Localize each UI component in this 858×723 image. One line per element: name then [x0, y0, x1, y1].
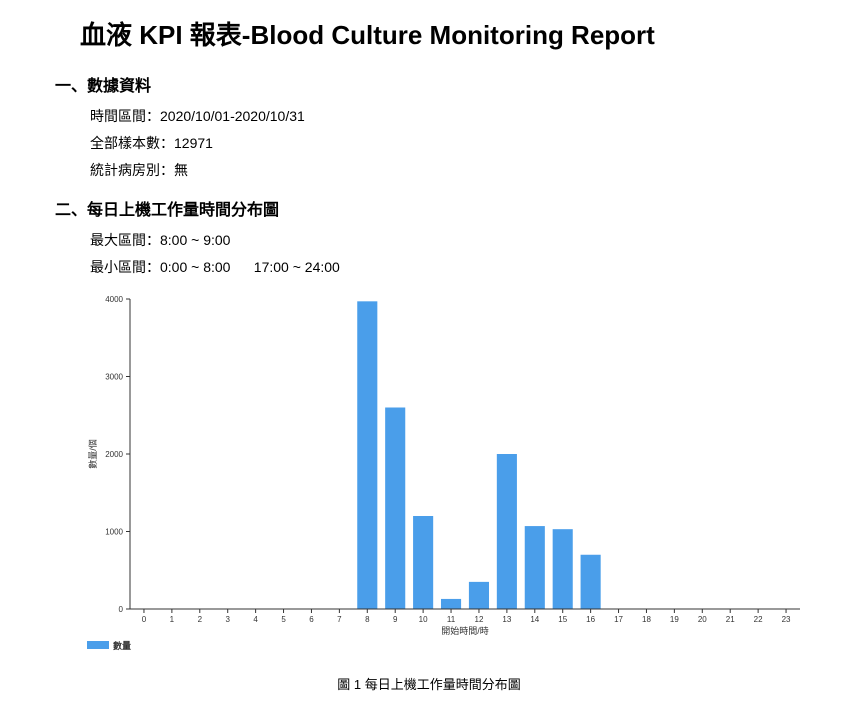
min-interval-value2: 17:00 ~ 24:00 [254, 259, 340, 275]
svg-text:12: 12 [475, 615, 484, 624]
svg-text:3: 3 [225, 615, 230, 624]
svg-text:7: 7 [337, 615, 342, 624]
svg-text:19: 19 [670, 615, 679, 624]
svg-text:22: 22 [754, 615, 763, 624]
svg-text:開始時間/時: 開始時間/時 [441, 625, 489, 636]
svg-text:18: 18 [642, 615, 651, 624]
chart-caption: 圖 1 每日上機工作量時間分布圖 [30, 674, 828, 693]
svg-text:0: 0 [119, 605, 124, 614]
page-title: 血液 KPI 報表-Blood Culture Monitoring Repor… [80, 15, 828, 52]
time-range-label: 時間區間： [90, 108, 160, 124]
svg-text:數量/個: 數量/個 [87, 439, 98, 469]
ward-value: 無 [174, 162, 188, 178]
bar-chart-svg: 01000200030004000數量/個0123456789101112131… [85, 293, 805, 659]
svg-text:1000: 1000 [105, 528, 123, 537]
svg-text:23: 23 [782, 615, 791, 624]
section2-body: 最大區間：8:00 ~ 9:00 最小區間：0:00 ~ 8:00 17:00 … [90, 230, 828, 278]
total-samples-value: 12971 [174, 135, 213, 151]
svg-text:16: 16 [586, 615, 595, 624]
total-samples-label: 全部樣本數： [90, 135, 174, 151]
svg-text:9: 9 [393, 615, 398, 624]
min-interval-line: 最小區間：0:00 ~ 8:00 17:00 ~ 24:00 [90, 257, 828, 278]
max-interval-line: 最大區間：8:00 ~ 9:00 [90, 230, 828, 251]
svg-text:10: 10 [419, 615, 428, 624]
svg-text:6: 6 [309, 615, 314, 624]
section2-header: 二、每日上機工作量時間分布圖 [55, 196, 828, 220]
svg-text:13: 13 [502, 615, 511, 624]
section1-header: 一、數據資料 [55, 72, 828, 96]
svg-text:2: 2 [198, 615, 203, 624]
svg-text:15: 15 [558, 615, 567, 624]
section1-body: 時間區間：2020/10/01-2020/10/31 全部樣本數：12971 統… [90, 106, 828, 181]
svg-text:8: 8 [365, 615, 370, 624]
svg-text:4: 4 [253, 615, 258, 624]
svg-text:5: 5 [281, 615, 286, 624]
ward-line: 統計病房別：無 [90, 160, 828, 181]
svg-text:21: 21 [726, 615, 735, 624]
workload-chart: 01000200030004000數量/個0123456789101112131… [85, 293, 828, 664]
svg-text:數量: 數量 [113, 640, 131, 651]
ward-label: 統計病房別： [90, 162, 174, 178]
svg-text:2000: 2000 [105, 450, 123, 459]
svg-text:3000: 3000 [105, 373, 123, 382]
svg-text:0: 0 [142, 615, 147, 624]
svg-text:20: 20 [698, 615, 707, 624]
svg-text:11: 11 [447, 615, 456, 624]
svg-text:1: 1 [170, 615, 175, 624]
svg-text:14: 14 [530, 615, 539, 624]
max-interval-value: 8:00 ~ 9:00 [160, 232, 230, 248]
svg-text:17: 17 [614, 615, 623, 624]
min-interval-value1: 0:00 ~ 8:00 [160, 259, 230, 275]
min-interval-label: 最小區間： [90, 259, 160, 275]
time-range-value: 2020/10/01-2020/10/31 [160, 108, 305, 124]
max-interval-label: 最大區間： [90, 232, 160, 248]
svg-text:4000: 4000 [105, 295, 123, 304]
time-range-line: 時間區間：2020/10/01-2020/10/31 [90, 106, 828, 127]
total-samples-line: 全部樣本數：12971 [90, 133, 828, 154]
